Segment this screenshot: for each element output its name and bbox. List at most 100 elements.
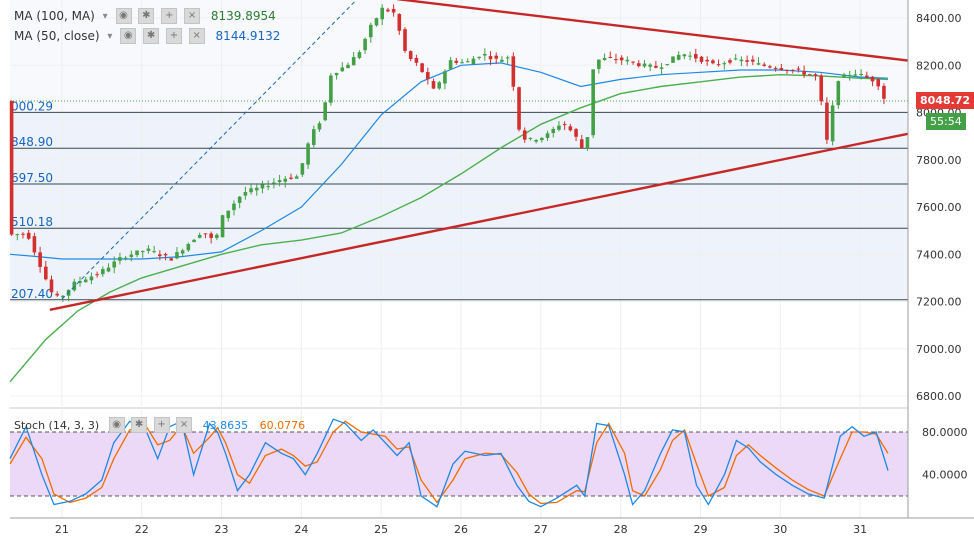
candle-body	[722, 63, 727, 65]
candle-body	[654, 65, 658, 68]
chevron-down-icon[interactable]: ▾	[107, 30, 113, 42]
candle-body	[534, 139, 538, 142]
candle-body	[460, 62, 464, 64]
candle-body	[477, 56, 481, 59]
settings-icon[interactable]: ✱	[131, 417, 148, 433]
candle-body	[397, 13, 402, 31]
candle-body	[237, 196, 242, 203]
candle-body	[870, 76, 875, 82]
candle-body	[232, 203, 236, 211]
candle-body	[49, 279, 54, 293]
candle-body	[186, 243, 191, 251]
candle-body	[842, 74, 846, 77]
x-tick-label: 21	[55, 523, 69, 536]
candle-body	[773, 67, 778, 69]
candle-body	[705, 59, 709, 62]
candle-body	[711, 60, 715, 64]
candle-body	[557, 125, 561, 130]
candle-body	[215, 234, 219, 239]
candle-body	[631, 61, 635, 63]
candle-body	[500, 59, 504, 62]
candle-body	[585, 137, 590, 149]
candle-body	[289, 177, 293, 179]
candle-body	[61, 295, 65, 298]
bar-countdown-value: 55:54	[930, 115, 962, 128]
ma100-legend: MA (100, MA) ▾ ◉ ✱ + × 8139.8954	[14, 8, 276, 24]
candle-body	[597, 59, 601, 69]
ma50-label: MA (50, close)	[14, 29, 100, 43]
eye-icon[interactable]: ◉	[108, 417, 125, 433]
candle-body	[505, 57, 510, 59]
candle-body	[135, 250, 139, 256]
candle-body	[129, 254, 134, 258]
candle-body	[260, 184, 265, 189]
x-tick-label: 27	[534, 523, 548, 536]
candle-body	[636, 63, 641, 67]
x-tick-label: 30	[773, 523, 787, 536]
close-icon[interactable]: ×	[176, 417, 193, 433]
candle-body	[300, 163, 305, 175]
candle-body	[272, 182, 276, 184]
candle-body	[72, 281, 77, 291]
close-icon[interactable]: ×	[188, 28, 205, 44]
fib-level-label: 207.40	[11, 287, 53, 301]
candle-body	[26, 232, 31, 239]
price-tick-label: 7200.00	[916, 296, 962, 309]
fib-level-label: 000.29	[11, 99, 53, 113]
candle-body	[562, 124, 567, 126]
add-icon[interactable]: +	[153, 417, 170, 433]
candle-body	[209, 233, 213, 238]
candle-body	[471, 58, 476, 65]
ma100-line	[9, 73, 889, 383]
chevron-down-icon[interactable]: ▾	[102, 10, 108, 22]
candle-body	[249, 188, 253, 193]
candle-body	[540, 137, 544, 141]
settings-icon[interactable]: ✱	[138, 8, 155, 24]
eye-icon[interactable]: ◉	[120, 28, 137, 44]
stoch-d-line	[9, 420, 889, 505]
candle-body	[180, 250, 185, 254]
settings-icon[interactable]: ✱	[143, 28, 160, 44]
candle-body	[340, 67, 345, 72]
price-tick-label: 8400.00	[916, 12, 962, 25]
candle-body	[545, 133, 550, 138]
add-icon[interactable]: +	[161, 8, 178, 24]
candle-body	[739, 59, 744, 62]
candle-body	[101, 269, 105, 275]
candle-body	[380, 7, 384, 20]
candle-body	[220, 215, 225, 238]
candle-body	[808, 74, 812, 76]
x-tick-label: 23	[215, 523, 229, 536]
candle-body	[329, 75, 333, 103]
candle-body	[574, 129, 578, 137]
candle-body	[716, 64, 721, 66]
candle-body	[437, 82, 442, 89]
price-tick-label: 8200.00	[916, 59, 962, 72]
candle-body	[579, 139, 584, 148]
stoch-label: Stoch (14, 3, 3)	[14, 418, 100, 432]
x-tick-label: 22	[135, 523, 149, 536]
add-icon[interactable]: +	[165, 28, 182, 44]
candle-body	[648, 64, 652, 67]
candle-body	[357, 52, 362, 58]
candle-body	[38, 252, 42, 267]
candle-body	[619, 57, 624, 61]
price-tick-label: 7800.00	[916, 154, 962, 167]
candle-body	[158, 254, 162, 257]
eye-icon[interactable]: ◉	[115, 8, 132, 24]
candle-body	[408, 51, 413, 60]
fib-level-label: 848.90	[11, 135, 53, 149]
candle-body	[602, 58, 607, 61]
close-icon[interactable]: ×	[184, 8, 201, 24]
candle-body	[882, 85, 886, 99]
x-tick-label: 26	[454, 523, 468, 536]
candle-body	[346, 64, 350, 69]
candle-body	[688, 55, 692, 57]
stoch-k-value: 43.8635	[202, 418, 249, 432]
price-tick-label: 6800.00	[916, 390, 962, 403]
candle-body	[665, 64, 670, 66]
candle-body	[768, 66, 772, 68]
candle-body	[152, 251, 156, 253]
x-tick-label: 28	[614, 523, 628, 536]
